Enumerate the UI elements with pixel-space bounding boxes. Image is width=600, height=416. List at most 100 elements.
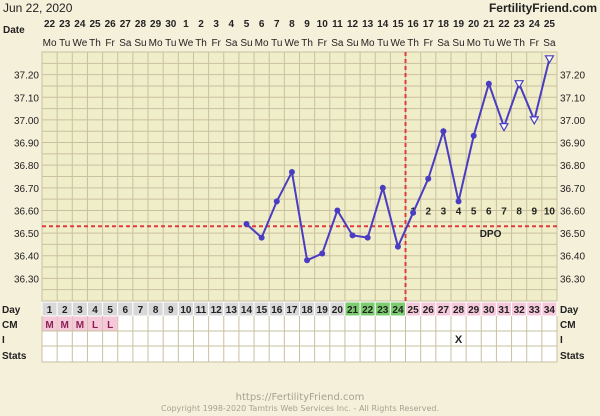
- cycle-day-label: 31: [498, 305, 510, 316]
- dpo-number: 4: [456, 206, 462, 217]
- cm-value: M: [61, 320, 69, 331]
- date-label: 3: [213, 19, 219, 30]
- weekday-label: Th: [513, 38, 525, 49]
- weekday-label: Mo: [467, 38, 481, 49]
- cycle-day-label: 1: [47, 305, 53, 316]
- cycle-day-label: 11: [196, 305, 207, 316]
- cm-cell: [103, 316, 118, 331]
- temp-point: [364, 234, 371, 241]
- weekday-label: Mo: [149, 38, 163, 49]
- y-tick-label-right: 37.20: [560, 71, 585, 82]
- y-tick-label-left: 36.40: [14, 252, 39, 263]
- temp-point: [425, 175, 432, 182]
- weekday-label: Fr: [317, 38, 327, 49]
- y-tick-label-left: 36.70: [14, 184, 39, 195]
- y-tick-label-right: 36.40: [560, 252, 585, 263]
- y-tick-label-right: 36.50: [560, 229, 585, 240]
- weekday-label: Th: [407, 38, 419, 49]
- date-label: 4: [229, 19, 235, 30]
- weekday-label: Fr: [424, 38, 434, 49]
- weekday-label: Su: [134, 38, 146, 49]
- y-tick-label-left: 37.20: [14, 71, 39, 82]
- date-label: 13: [362, 19, 374, 30]
- cycle-day-label: 2: [62, 305, 68, 316]
- cycle-day-label: 8: [153, 305, 159, 316]
- cycle-day-label: 34: [544, 305, 556, 316]
- stats-row-label: Stats: [2, 351, 27, 362]
- weekday-label: Sa: [119, 38, 132, 49]
- temp-point: [455, 198, 462, 205]
- i-row-label: I: [2, 335, 5, 346]
- date-label: 20: [468, 19, 480, 30]
- date-row-label: Date: [3, 25, 25, 36]
- y-tick-label-right: 36.60: [560, 206, 585, 217]
- temp-point: [440, 128, 447, 135]
- weekday-label: We: [391, 38, 406, 49]
- temp-point-open: [514, 80, 525, 89]
- y-tick-label-right: 36.90: [560, 139, 585, 150]
- cycle-day-label: 13: [226, 305, 238, 316]
- weekday-label: Mo: [43, 38, 57, 49]
- date-label: 18: [438, 19, 450, 30]
- cycle-day-label: 6: [123, 305, 129, 316]
- date-label: 15: [392, 19, 404, 30]
- weekday-label: Th: [89, 38, 101, 49]
- y-tick-label-right: 36.80: [560, 161, 585, 172]
- day-row-label: Day: [2, 305, 21, 316]
- date-label: 22: [44, 19, 56, 30]
- weekday-label: We: [178, 38, 193, 49]
- cycle-day-label: 9: [168, 305, 174, 316]
- cycle-day-label: 7: [138, 305, 144, 316]
- dpo-number: 5: [471, 206, 477, 217]
- date-label: 16: [408, 19, 420, 30]
- temp-point-open: [498, 123, 510, 132]
- weekday-label: Th: [301, 38, 313, 49]
- brand-name: FertilityFriend.com: [489, 1, 597, 15]
- cycle-day-label: 10: [180, 305, 192, 316]
- cm-cell: [57, 316, 72, 331]
- cycle-day-label: 18: [302, 305, 314, 316]
- weekday-label: Tu: [483, 38, 494, 49]
- cycle-day-label: 29: [468, 305, 480, 316]
- date-label: 6: [259, 19, 265, 30]
- cycle-day-label: 3: [77, 305, 83, 316]
- date-label: 25: [89, 19, 101, 30]
- cycle-day-label: 30: [483, 305, 495, 316]
- footer-url[interactable]: https://FertilityFriend.com: [235, 392, 365, 403]
- cycle-day-label: 33: [529, 305, 541, 316]
- y-tick-label-left: 36.90: [14, 139, 39, 150]
- cm-row-label: CM: [560, 320, 576, 331]
- cm-value: M: [76, 320, 84, 331]
- temp-point: [288, 168, 295, 175]
- date-label: 10: [317, 19, 329, 30]
- cycle-day-label: 27: [438, 305, 450, 316]
- cycle-day-label: 26: [423, 305, 435, 316]
- weekday-label: We: [72, 38, 87, 49]
- weekday-label: Sa: [543, 38, 556, 49]
- cycle-day-label: 23: [377, 305, 389, 316]
- date-label: 30: [165, 19, 177, 30]
- footer-copyright: Copyright 1998-2020 Tamtris Web Services…: [160, 404, 440, 413]
- date-label: 23: [59, 19, 71, 30]
- cm-value: L: [92, 320, 98, 331]
- temp-point-open: [544, 55, 555, 65]
- temp-point: [349, 232, 356, 239]
- temp-point: [273, 198, 280, 205]
- date-label: 24: [529, 19, 541, 30]
- date-label: 11: [332, 19, 343, 30]
- temp-point: [379, 184, 386, 191]
- y-tick-label-left: 37.00: [14, 116, 39, 127]
- weekday-label: Fr: [105, 38, 115, 49]
- cycle-day-label: 5: [107, 305, 113, 316]
- stats-row-label: Stats: [560, 351, 585, 362]
- i-row-label: I: [560, 335, 563, 346]
- cm-cell: [87, 316, 103, 331]
- date-label: 19: [453, 19, 465, 30]
- temp-point: [334, 207, 341, 214]
- temp-point: [470, 132, 477, 139]
- cycle-day-label: 12: [211, 305, 223, 316]
- cycle-day-label: 4: [92, 305, 98, 316]
- cycle-day-label: 17: [286, 305, 298, 316]
- date-label: 7: [274, 19, 280, 30]
